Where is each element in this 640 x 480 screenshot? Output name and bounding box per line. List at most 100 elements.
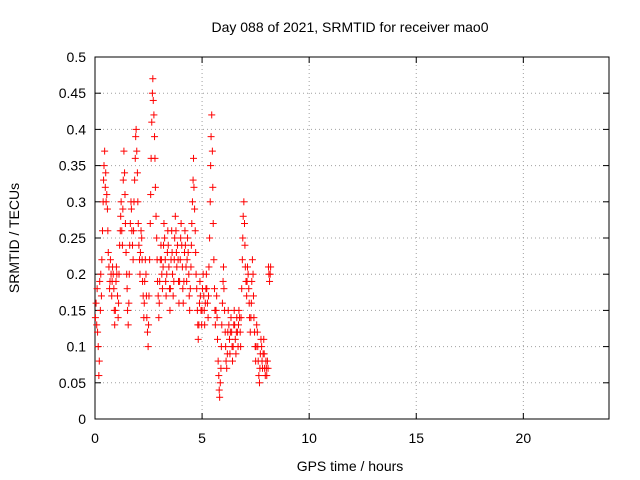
data-point <box>235 306 243 314</box>
data-point <box>93 321 101 329</box>
data-point <box>237 343 245 351</box>
y-axis-label: SRMTID / TECUs <box>6 183 22 293</box>
data-point <box>94 343 102 351</box>
data-point <box>224 306 232 314</box>
data-point <box>196 277 204 285</box>
data-point <box>186 285 194 293</box>
data-point <box>215 372 223 380</box>
data-point <box>236 328 244 336</box>
data-point <box>133 169 141 177</box>
data-point <box>255 372 263 380</box>
data-point <box>113 292 121 300</box>
data-point <box>121 169 129 177</box>
data-point <box>208 147 216 155</box>
data-point <box>95 357 103 365</box>
data-point <box>150 111 158 119</box>
data-point <box>247 299 255 307</box>
data-point <box>183 277 191 285</box>
data-point <box>145 292 153 300</box>
data-point <box>138 234 146 242</box>
data-point <box>190 154 198 162</box>
data-point <box>215 386 223 394</box>
data-point <box>172 248 180 256</box>
data-point <box>213 292 221 300</box>
data-point <box>207 162 215 170</box>
data-point <box>192 248 200 256</box>
data-point <box>97 270 105 278</box>
data-point <box>210 256 218 264</box>
y-tick-label: 0.3 <box>67 194 87 210</box>
data-point <box>207 133 215 141</box>
data-point <box>181 241 189 249</box>
data-point <box>154 292 162 300</box>
data-point <box>238 256 246 264</box>
x-tick-label: 15 <box>408 430 424 446</box>
data-point <box>184 234 192 242</box>
data-point <box>160 220 168 228</box>
data-point <box>187 241 195 249</box>
data-point <box>263 372 271 380</box>
data-point <box>158 285 166 293</box>
data-point <box>142 270 150 278</box>
data-point <box>166 306 174 314</box>
data-point <box>103 205 111 213</box>
x-axis-label: GPS time / hours <box>297 458 404 474</box>
data-point <box>171 212 179 220</box>
data-point <box>131 176 139 184</box>
data-point <box>124 321 132 329</box>
data-point <box>220 263 227 271</box>
x-tick-label: 0 <box>91 430 99 446</box>
data-point <box>118 227 126 235</box>
data-point <box>171 234 179 242</box>
data-point <box>102 169 110 177</box>
data-point <box>126 220 134 228</box>
data-point <box>179 285 187 293</box>
data-point <box>129 256 137 264</box>
y-tick-label: 0.45 <box>59 85 86 101</box>
grid-lines <box>95 57 609 419</box>
data-point <box>130 227 138 235</box>
data-point <box>205 263 213 271</box>
data-point <box>95 372 103 380</box>
data-point <box>267 263 275 271</box>
data-point <box>120 147 128 155</box>
data-point <box>263 357 271 365</box>
data-point <box>136 270 144 278</box>
data-point <box>239 212 247 220</box>
data-point <box>187 263 195 271</box>
data-point <box>228 357 236 365</box>
y-tick-label: 0.2 <box>67 266 87 282</box>
data-point <box>249 292 257 300</box>
data-point <box>258 343 266 351</box>
data-point <box>149 75 157 83</box>
data-point <box>209 220 217 228</box>
data-point <box>203 299 211 307</box>
y-tick-label: 0.4 <box>67 121 87 137</box>
data-point <box>222 343 230 351</box>
data-point <box>219 277 227 285</box>
data-point <box>102 198 110 206</box>
data-point <box>243 292 251 300</box>
data-point <box>184 248 192 256</box>
data-point <box>253 328 261 336</box>
data-point <box>146 256 154 264</box>
data-point <box>162 292 170 300</box>
data-point <box>162 277 170 285</box>
data-point <box>169 292 177 300</box>
data-point <box>93 285 101 293</box>
data-point <box>151 133 159 141</box>
data-point <box>214 335 222 343</box>
data-point <box>166 285 174 293</box>
data-point <box>106 256 114 264</box>
data-point <box>260 350 268 358</box>
data-point <box>205 292 213 300</box>
data-point <box>146 220 154 228</box>
data-point <box>218 299 226 307</box>
data-point <box>231 335 239 343</box>
data-point <box>117 212 125 220</box>
data-point <box>117 198 125 206</box>
data-point <box>222 357 230 365</box>
data-point <box>181 227 189 235</box>
data-point <box>143 328 151 336</box>
y-tick-label: 0.05 <box>59 375 86 391</box>
